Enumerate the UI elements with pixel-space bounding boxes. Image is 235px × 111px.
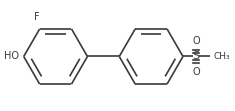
- Text: CH₃: CH₃: [214, 52, 231, 61]
- Text: S: S: [192, 52, 200, 61]
- Text: O: O: [192, 67, 200, 77]
- Text: F: F: [34, 12, 39, 22]
- Text: O: O: [192, 36, 200, 46]
- Text: HO: HO: [4, 52, 19, 61]
